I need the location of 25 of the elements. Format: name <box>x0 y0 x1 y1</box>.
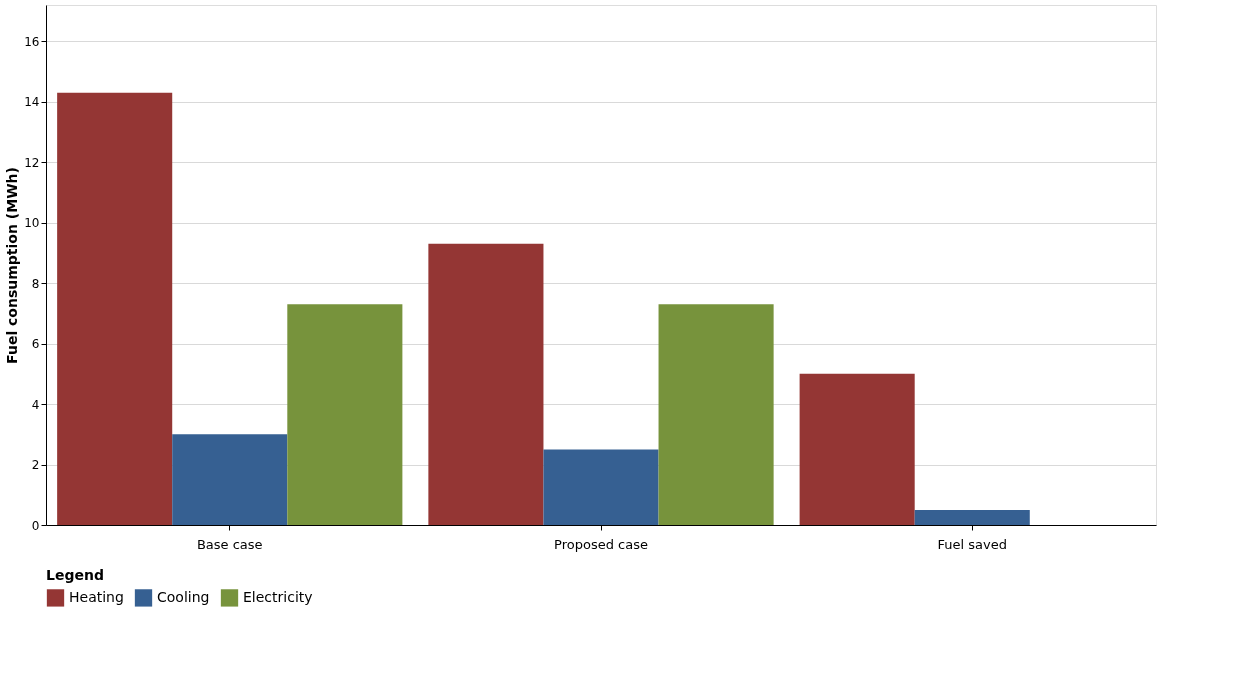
bar <box>428 243 544 525</box>
y-axis-title: Fuel consumption (MWh) <box>4 167 21 364</box>
y-tick-label: 14 <box>24 95 40 110</box>
y-tick-label: 16 <box>24 34 40 49</box>
bar <box>914 509 1030 525</box>
bar <box>57 92 173 525</box>
legend-title: Legend <box>46 567 104 583</box>
bar <box>658 304 774 525</box>
y-tick-label: 0 <box>31 518 40 533</box>
legend-label: Cooling <box>157 588 210 605</box>
x-tick-label: Proposed case <box>554 536 648 552</box>
bar <box>543 449 659 525</box>
bar <box>287 304 403 525</box>
y-tick-label: 12 <box>24 155 40 170</box>
legend-label: Heating <box>69 588 124 605</box>
y-tick-label: 4 <box>31 397 40 412</box>
y-tick-label: 10 <box>24 216 40 231</box>
bar <box>172 434 288 525</box>
y-tick-label: 2 <box>31 458 40 473</box>
y-tick-label: 6 <box>31 337 40 352</box>
x-tick-label: Fuel saved <box>937 536 1007 552</box>
bar <box>799 373 915 525</box>
legend-label: Electricity <box>243 588 313 605</box>
x-tick-label: Base case <box>196 536 263 552</box>
y-tick-label: 8 <box>31 276 40 291</box>
